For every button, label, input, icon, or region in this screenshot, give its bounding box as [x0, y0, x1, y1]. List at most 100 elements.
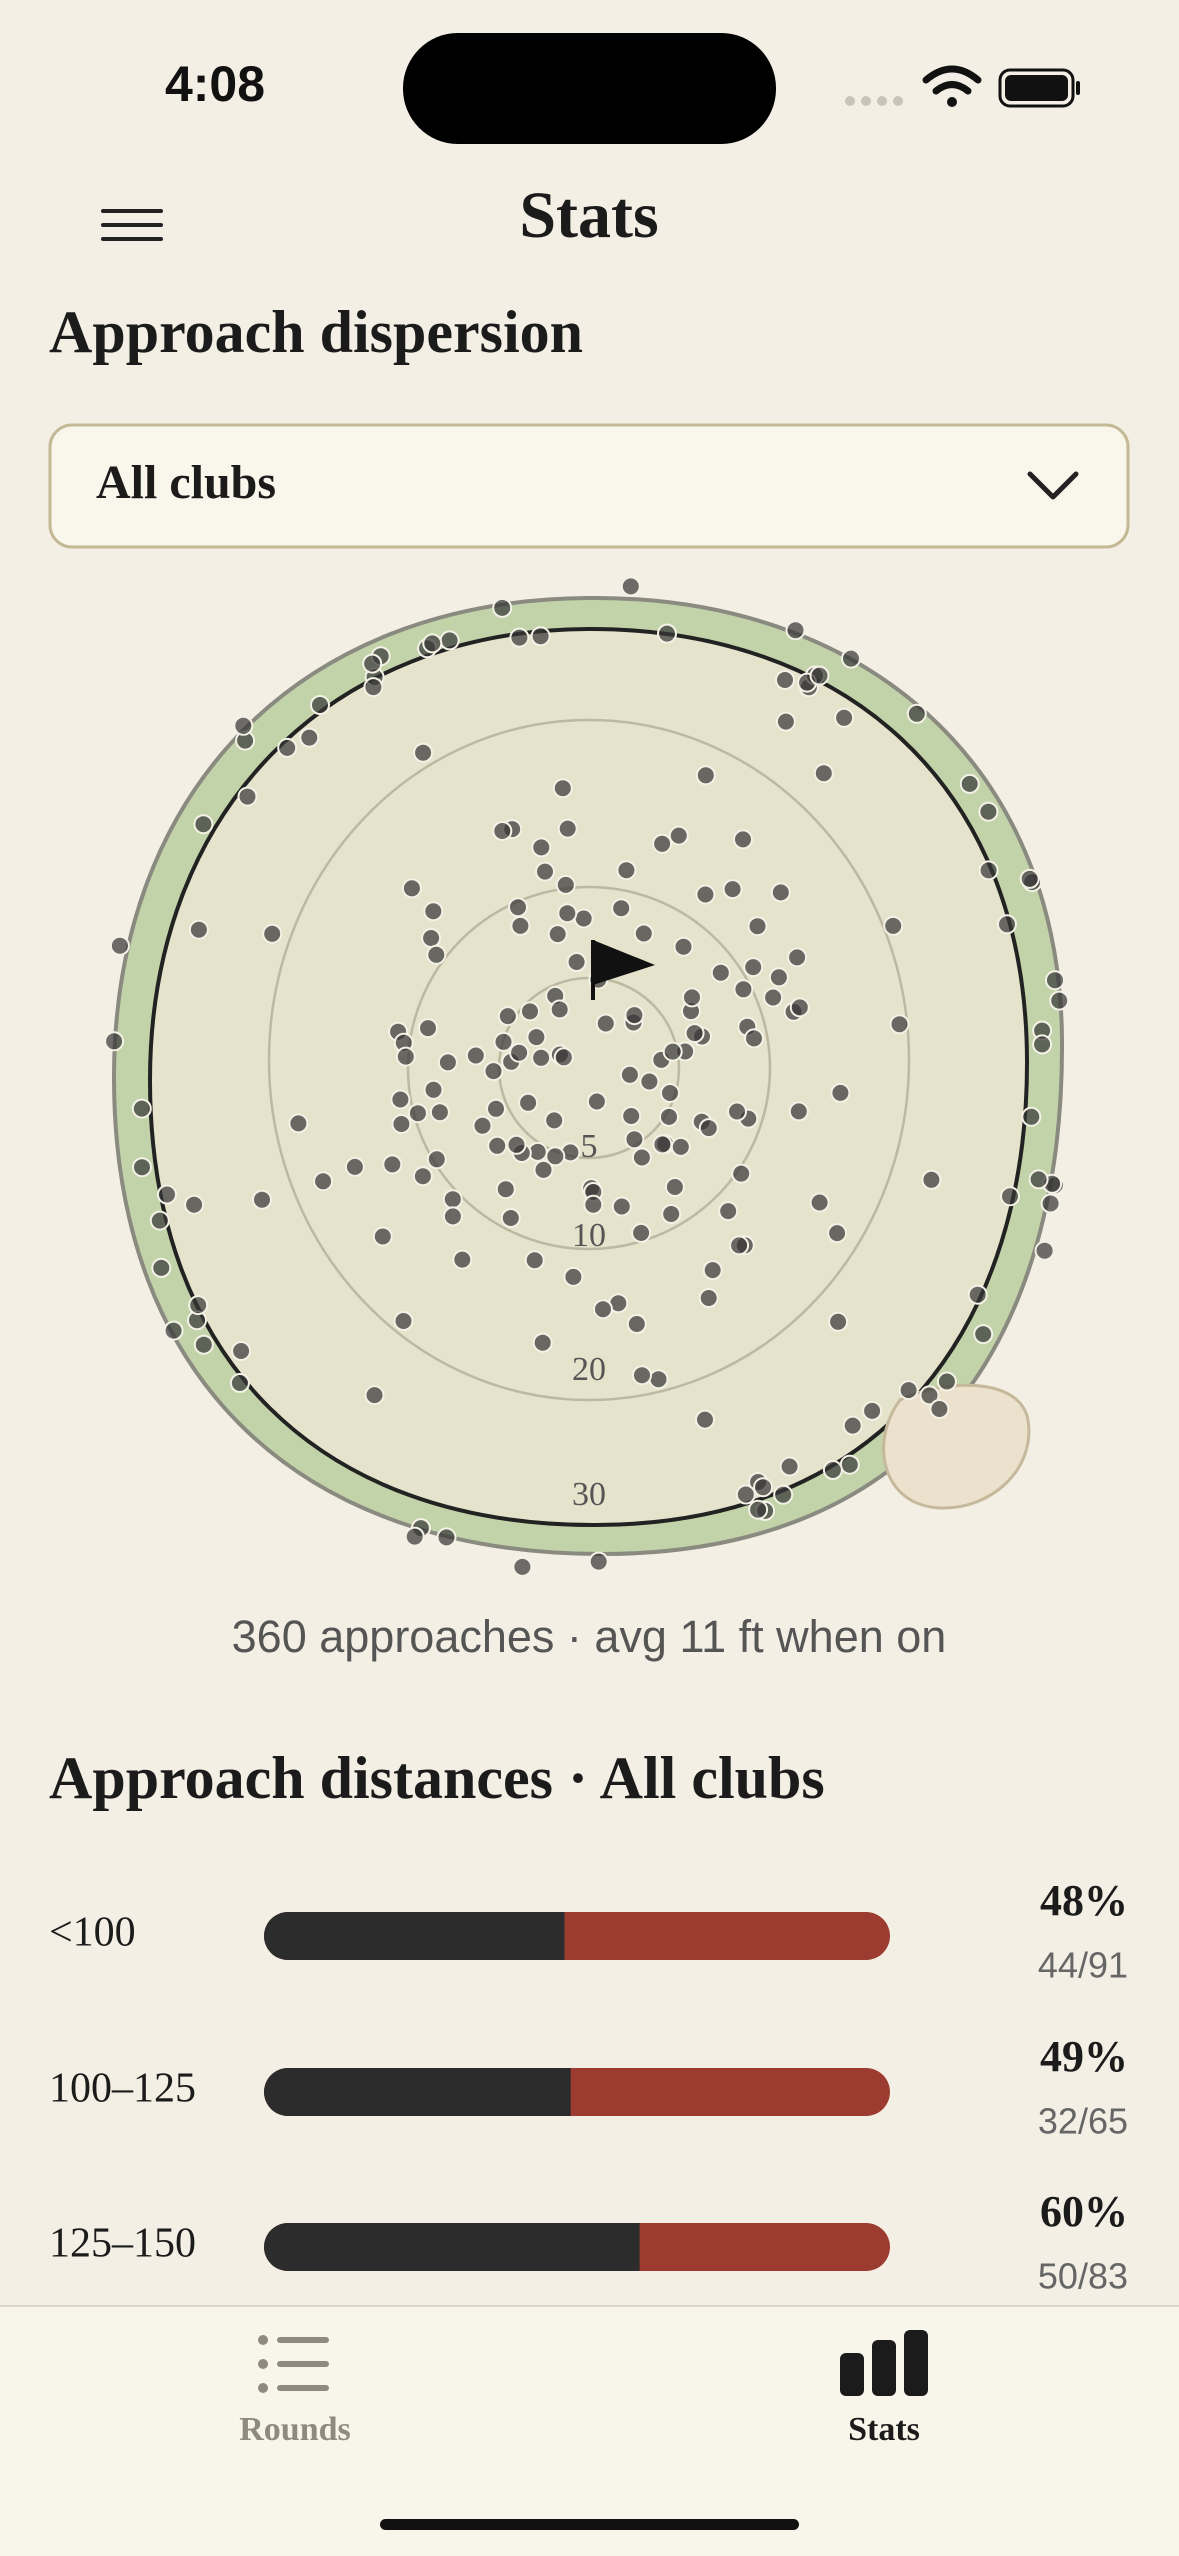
- dot: [698, 1118, 719, 1139]
- dot: [506, 1134, 527, 1155]
- dot: [768, 967, 789, 988]
- dot: [492, 597, 513, 618]
- bar-chart-icon: [840, 2330, 928, 2396]
- dot: [188, 919, 209, 940]
- dot: [229, 1373, 250, 1393]
- tab-rounds[interactable]: Rounds: [239, 2335, 351, 2448]
- club-dropdown[interactable]: All clubs: [48, 423, 1130, 549]
- distance-bar: [264, 2223, 890, 2271]
- dot: [978, 860, 999, 881]
- dot: [722, 879, 743, 900]
- dot: [157, 1184, 177, 1205]
- row-percent: 48%: [1040, 1876, 1128, 1925]
- dot: [631, 1222, 652, 1243]
- dispersion-summary: 360 approaches · avg 11 ft when on: [232, 1611, 947, 1662]
- dot: [919, 1385, 940, 1406]
- dot: [652, 1134, 673, 1155]
- dot: [439, 630, 460, 651]
- dot: [775, 670, 795, 690]
- dot: [132, 1157, 152, 1178]
- dot: [624, 1005, 645, 1026]
- tab-stats[interactable]: Stats: [840, 2330, 928, 2448]
- dot: [775, 711, 796, 732]
- dot: [959, 773, 980, 794]
- dot: [362, 653, 383, 674]
- dot: [277, 737, 298, 758]
- dot: [779, 1456, 800, 1477]
- dot: [731, 1163, 752, 1184]
- dot: [695, 1409, 715, 1430]
- dot: [898, 1380, 919, 1401]
- bunker: [882, 1383, 1031, 1510]
- dot: [231, 1341, 252, 1361]
- dot: [509, 1042, 530, 1063]
- dot: [573, 908, 594, 929]
- dot: [509, 627, 530, 648]
- dot: [262, 923, 283, 944]
- dot: [588, 1551, 609, 1572]
- dot: [753, 1477, 774, 1498]
- dot: [422, 633, 443, 654]
- dot: [563, 1266, 584, 1287]
- distance-bar: [264, 1912, 890, 1960]
- dot: [785, 620, 806, 641]
- dot: [828, 1311, 849, 1332]
- dot: [670, 1136, 691, 1157]
- dot: [673, 936, 694, 957]
- dot: [526, 1027, 547, 1048]
- dot: [830, 1082, 851, 1103]
- dot: [626, 1314, 647, 1334]
- dot: [631, 1147, 652, 1168]
- dot: [718, 1201, 739, 1222]
- dot: [639, 1071, 660, 1092]
- dot: [743, 957, 764, 978]
- dropdown-value: All clubs: [96, 456, 276, 509]
- ring-label: 10: [572, 1217, 606, 1254]
- dot: [632, 1365, 652, 1386]
- dot: [233, 715, 254, 736]
- dot: [695, 884, 716, 905]
- dot: [395, 1046, 416, 1067]
- bar-fill: [264, 1912, 565, 1960]
- dot: [104, 1031, 125, 1052]
- dot: [426, 944, 447, 965]
- row-label: <100: [49, 1910, 136, 1956]
- dot: [404, 1526, 425, 1547]
- dot: [839, 1454, 860, 1475]
- distance-bar: [264, 2068, 890, 2116]
- dot: [510, 915, 531, 936]
- dot: [555, 874, 576, 895]
- dot: [611, 898, 632, 919]
- tab-label: Stats: [848, 2411, 920, 2448]
- dot: [695, 765, 716, 786]
- dot: [748, 1499, 769, 1520]
- battery-icon: [998, 68, 1080, 108]
- menu-button[interactable]: [101, 209, 163, 241]
- dot: [809, 1192, 830, 1213]
- dispersion-green: [111, 595, 1065, 1557]
- bar-fill: [264, 2223, 640, 2271]
- dot: [500, 1208, 521, 1228]
- dot: [237, 786, 258, 807]
- dot: [770, 882, 791, 903]
- dot: [1040, 1193, 1061, 1214]
- dot: [1045, 970, 1065, 991]
- dot: [426, 1149, 447, 1170]
- dot: [193, 814, 214, 835]
- ring-label: 30: [572, 1476, 606, 1513]
- dot: [621, 1106, 642, 1126]
- dot: [557, 818, 578, 839]
- dot: [483, 1061, 504, 1082]
- row-label: 125–150: [49, 2221, 196, 2267]
- dot: [495, 1179, 516, 1200]
- dot: [662, 1041, 683, 1062]
- dot: [288, 1113, 309, 1134]
- dot: [188, 1295, 209, 1316]
- dot: [364, 1385, 385, 1406]
- section-title: Approach distances · All clubs: [49, 1745, 825, 1811]
- dot: [682, 987, 702, 1008]
- dot: [442, 1206, 463, 1227]
- dot: [310, 695, 330, 715]
- dot: [652, 833, 673, 854]
